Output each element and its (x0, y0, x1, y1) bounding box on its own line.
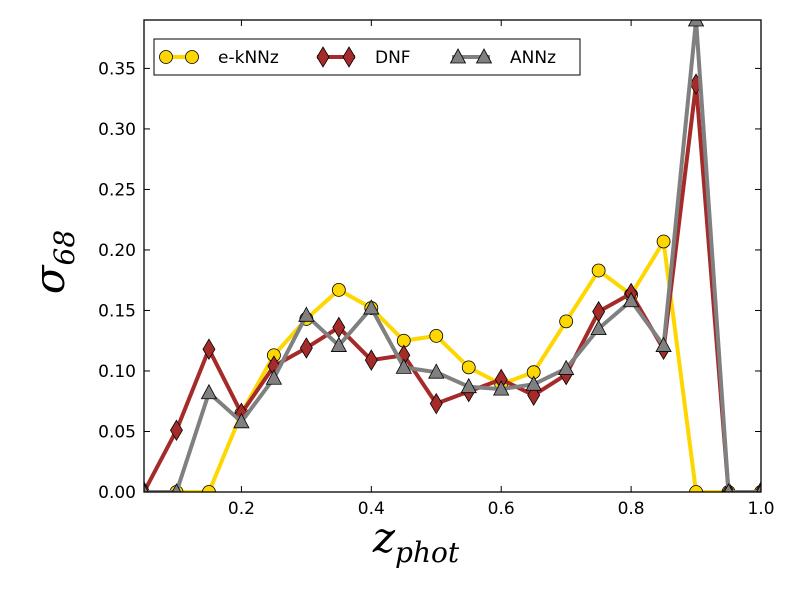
x-tick-label: 0.6 (488, 499, 515, 519)
data-point (557, 359, 575, 375)
legend-item: e-kNNz (159, 48, 279, 68)
data-point (171, 483, 182, 492)
data-point (559, 314, 574, 329)
x-tick-label: 1.0 (747, 499, 774, 519)
data-point (622, 291, 640, 308)
data-point (687, 20, 705, 27)
series-layer (144, 20, 761, 492)
data-point (144, 483, 149, 492)
data-point (525, 375, 542, 391)
x-tick-label: 0.4 (358, 499, 385, 519)
y-axis-label-main: σ (25, 264, 74, 294)
y-tick-label: 0.05 (98, 422, 136, 442)
y-tick-label: 0.20 (98, 241, 136, 261)
x-axis-label-sub: phot (395, 536, 460, 569)
data-point (461, 360, 476, 375)
data-point (655, 336, 672, 352)
data-point (265, 369, 283, 385)
y-tick-label: 0.10 (98, 362, 136, 382)
data-point (298, 306, 315, 322)
legend-item: ANNz (449, 48, 556, 68)
data-point (590, 319, 607, 336)
data-point (493, 380, 510, 396)
data-point (202, 485, 216, 492)
y-axis-label-sub: 68 (48, 230, 81, 266)
data-point (756, 483, 761, 492)
legend-item: DNF (316, 46, 411, 68)
x-tick-label: 0.2 (228, 499, 255, 519)
data-point (428, 363, 445, 379)
legend-marker (342, 46, 356, 68)
x-axis-label: zphot (372, 513, 460, 569)
y-tick-label: 0.15 (98, 301, 136, 321)
y-tick-label: 0.00 (98, 483, 136, 503)
x-axis-label-main: z (372, 513, 396, 562)
series-annz (144, 20, 761, 492)
data-point (656, 234, 671, 249)
legend-label: ANNz (510, 48, 556, 68)
legend-label: DNF (375, 48, 411, 68)
data-point (202, 338, 216, 360)
data-point (689, 485, 703, 492)
data-point (364, 349, 378, 371)
y-tick-label: 0.30 (98, 120, 136, 140)
data-point (395, 358, 412, 374)
data-point (363, 299, 380, 315)
series-line (144, 20, 761, 492)
data-point (331, 282, 346, 297)
legend-box (153, 38, 581, 76)
x-tick-label: 0.8 (618, 499, 645, 519)
data-point (429, 392, 443, 415)
data-point (170, 419, 183, 442)
data-point (200, 383, 218, 400)
plot-frame (143, 19, 762, 493)
data-point (330, 336, 348, 352)
data-point (429, 328, 444, 343)
legend-label: e-kNNz (218, 48, 279, 68)
data-point (233, 412, 250, 429)
legend-marker (475, 48, 493, 64)
data-point (460, 377, 477, 394)
legend-marker (159, 50, 173, 64)
legend-marker (185, 50, 199, 64)
data-point (723, 483, 734, 492)
legend-marker (316, 46, 330, 68)
ticks-layer: 0.2 0.4 0.6 0.8 1.0 0.00 0.05 0.10 0.15 0.20 0.25 0… (98, 20, 775, 519)
y-axis-label: σ68 (25, 230, 81, 294)
legend: e-kNNz DNF ANNz (153, 38, 581, 76)
legend-marker (449, 48, 467, 64)
data-point (299, 337, 313, 359)
y-tick-label: 0.25 (98, 180, 136, 200)
data-point (591, 263, 606, 278)
y-tick-label: 0.35 (98, 59, 136, 79)
